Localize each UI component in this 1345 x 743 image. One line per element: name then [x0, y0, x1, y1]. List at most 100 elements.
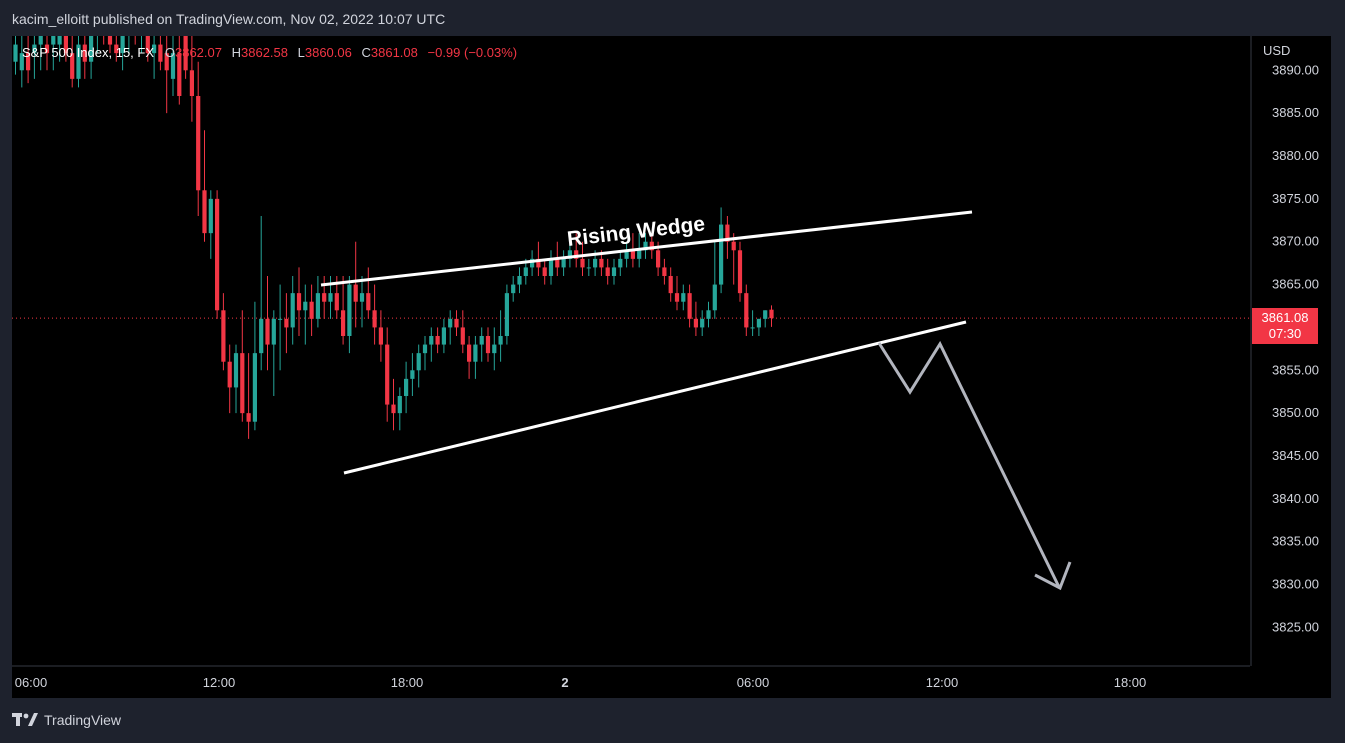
price-tick-label: 3845.00: [1272, 448, 1319, 463]
candle-body: [460, 327, 465, 345]
publish-info: kacim_elloitt published on TradingView.c…: [12, 11, 446, 27]
candle-body: [605, 267, 610, 276]
price-tick-label: 3830.00: [1272, 577, 1319, 592]
time-tick-label: 06:00: [15, 675, 48, 690]
candle-body: [366, 293, 371, 311]
tradingview-logo[interactable]: TradingView: [12, 712, 121, 728]
candle-body: [599, 258, 604, 268]
candle-body: [252, 353, 257, 422]
high-label: H: [231, 45, 241, 60]
time-axis[interactable]: 06:00 12:00 18:00 2 06:00 12:00 18:00: [15, 675, 1147, 690]
candle-body: [637, 250, 642, 259]
candle-body: [76, 44, 81, 79]
candle-body: [725, 224, 730, 242]
symbol-name[interactable]: S&P 500 Index, 15, FX: [22, 45, 155, 60]
candle-body: [517, 276, 522, 285]
candle-body: [580, 258, 585, 268]
candle-body: [737, 250, 743, 294]
candle-body: [687, 293, 692, 319]
candle-body: [467, 344, 472, 362]
candle-body: [26, 53, 31, 71]
candle-body: [492, 344, 497, 354]
candle-body: [215, 198, 220, 311]
candle-body: [649, 241, 654, 251]
candle-body: [530, 258, 535, 268]
candle-body: [353, 284, 358, 302]
candle-body: [170, 53, 176, 79]
candle-body: [744, 293, 749, 328]
candle-body: [158, 44, 163, 62]
price-axis[interactable]: 3890.00 3885.00 3880.00 3875.00 3870.00 3865.…: [1272, 62, 1319, 634]
candle-body: [372, 310, 377, 328]
candle-body: [196, 96, 201, 191]
close-label: C: [361, 45, 371, 60]
price-tick-label: 3855.00: [1272, 362, 1319, 377]
candle-body: [555, 258, 560, 268]
candle-body: [82, 44, 87, 62]
candle-body: [145, 36, 150, 54]
candle-body: [44, 44, 50, 54]
wedge-lower-trendline[interactable]: [343, 320, 967, 475]
candle-body: [586, 267, 591, 269]
candle-body: [656, 250, 661, 268]
brand-name: TradingView: [44, 712, 122, 728]
candle-body: [662, 267, 667, 276]
wedge-upper-trendline[interactable]: [320, 210, 973, 287]
candle-body: [51, 36, 56, 45]
candle-body: [429, 336, 434, 345]
candle-body: [284, 318, 289, 328]
candle-body: [315, 293, 320, 319]
candle-body: [422, 344, 428, 354]
price-tick-label: 3875.00: [1272, 191, 1319, 206]
candle-body: [271, 318, 276, 345]
candle-body: [378, 327, 383, 345]
candle-body: [410, 370, 415, 379]
candle-body: [485, 336, 491, 354]
price-chart[interactable]: USD 3890.003885.003880.003875.003870.003…: [12, 36, 1331, 698]
footer: TradingView: [0, 698, 1345, 743]
candle-body: [120, 36, 125, 54]
chart-area[interactable]: USD 3890.00 3885.00 3880.00 3875.00 3870.00 3…: [12, 36, 1331, 698]
candle-body: [542, 267, 547, 276]
currency-label: USD: [1263, 43, 1290, 58]
candle-body: [643, 241, 648, 251]
candle-body: [618, 258, 623, 268]
candle-body: [246, 413, 251, 422]
candle-body: [70, 53, 75, 79]
candle-body: [63, 36, 68, 54]
time-tick-label: 06:00: [737, 675, 770, 690]
candle-body: [706, 310, 711, 319]
candle-body: [700, 318, 705, 328]
candle-body: [416, 353, 421, 371]
candle-body: [479, 336, 484, 345]
time-tick-label: 18:00: [1114, 675, 1147, 690]
candle-body: [536, 258, 541, 268]
candle-body: [391, 404, 396, 414]
price-tick-label: 3890.00: [1272, 62, 1319, 77]
bar-countdown: 07:30: [1268, 326, 1302, 342]
candle-body: [57, 36, 62, 45]
candle-body: [719, 224, 724, 285]
time-tick-label: 2: [561, 675, 568, 690]
price-tick-label: 3865.00: [1272, 277, 1319, 292]
candle-body: [89, 36, 94, 62]
candle-body: [290, 293, 295, 328]
projection-path[interactable]: [877, 340, 1061, 588]
candle-body: [152, 44, 157, 54]
candle-body: [208, 198, 213, 234]
candle-body: [114, 44, 119, 54]
candles: [13, 36, 774, 439]
candle-body: [107, 36, 113, 45]
candle-body: [611, 267, 617, 276]
candle-body: [548, 258, 554, 276]
price-tick-label: 3885.00: [1272, 105, 1319, 120]
candle-body: [303, 301, 308, 311]
candle-body: [630, 250, 635, 259]
candle-body: [38, 36, 43, 45]
candle-body: [328, 293, 333, 302]
time-tick-label: 18:00: [391, 675, 424, 690]
candle-body: [183, 36, 188, 71]
projection-arrowhead: [1034, 561, 1072, 591]
price-tick-label: 3840.00: [1272, 491, 1319, 506]
candle-body: [681, 293, 686, 302]
